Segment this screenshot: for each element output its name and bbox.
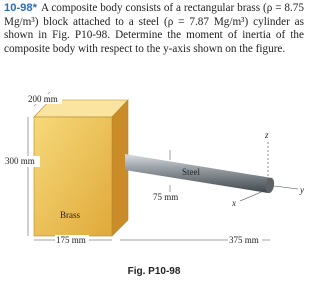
cylinder bbox=[125, 154, 272, 193]
x-axis bbox=[239, 189, 267, 202]
material-label: Steel bbox=[182, 167, 200, 177]
figure-caption: Fig. P10-98 bbox=[128, 266, 181, 277]
y-axis bbox=[273, 185, 299, 190]
dim-label: 375 mm bbox=[229, 235, 259, 245]
axis-label: z bbox=[264, 130, 269, 140]
page: {"problem": {"number": "10-98*", "text":… bbox=[4, 2, 304, 277]
problem-number: 10-98* bbox=[4, 2, 37, 14]
material-label: Brass bbox=[60, 210, 80, 220]
label-bg bbox=[228, 235, 262, 245]
axis-label: y bbox=[299, 185, 304, 195]
label-bg bbox=[55, 235, 89, 245]
figure: 200 mm 300 mm Steel 75 mm Brass 175 mm 3… bbox=[4, 91, 304, 277]
dim-label: 75 mm bbox=[153, 192, 178, 202]
dim-label: 200 mm bbox=[28, 94, 58, 104]
axis-label: x bbox=[231, 198, 236, 208]
problem-statement: 10-98* A composite body consists of a rec… bbox=[4, 2, 304, 56]
label-bg bbox=[26, 94, 62, 104]
dim-label: 175 mm bbox=[56, 235, 86, 245]
label-bg bbox=[4, 156, 40, 167]
dim-label: 300 mm bbox=[5, 156, 35, 166]
cylinder-end bbox=[265, 177, 275, 194]
block-front bbox=[33, 116, 113, 237]
problem-text: A composite body consists of a rectangul… bbox=[4, 2, 304, 55]
